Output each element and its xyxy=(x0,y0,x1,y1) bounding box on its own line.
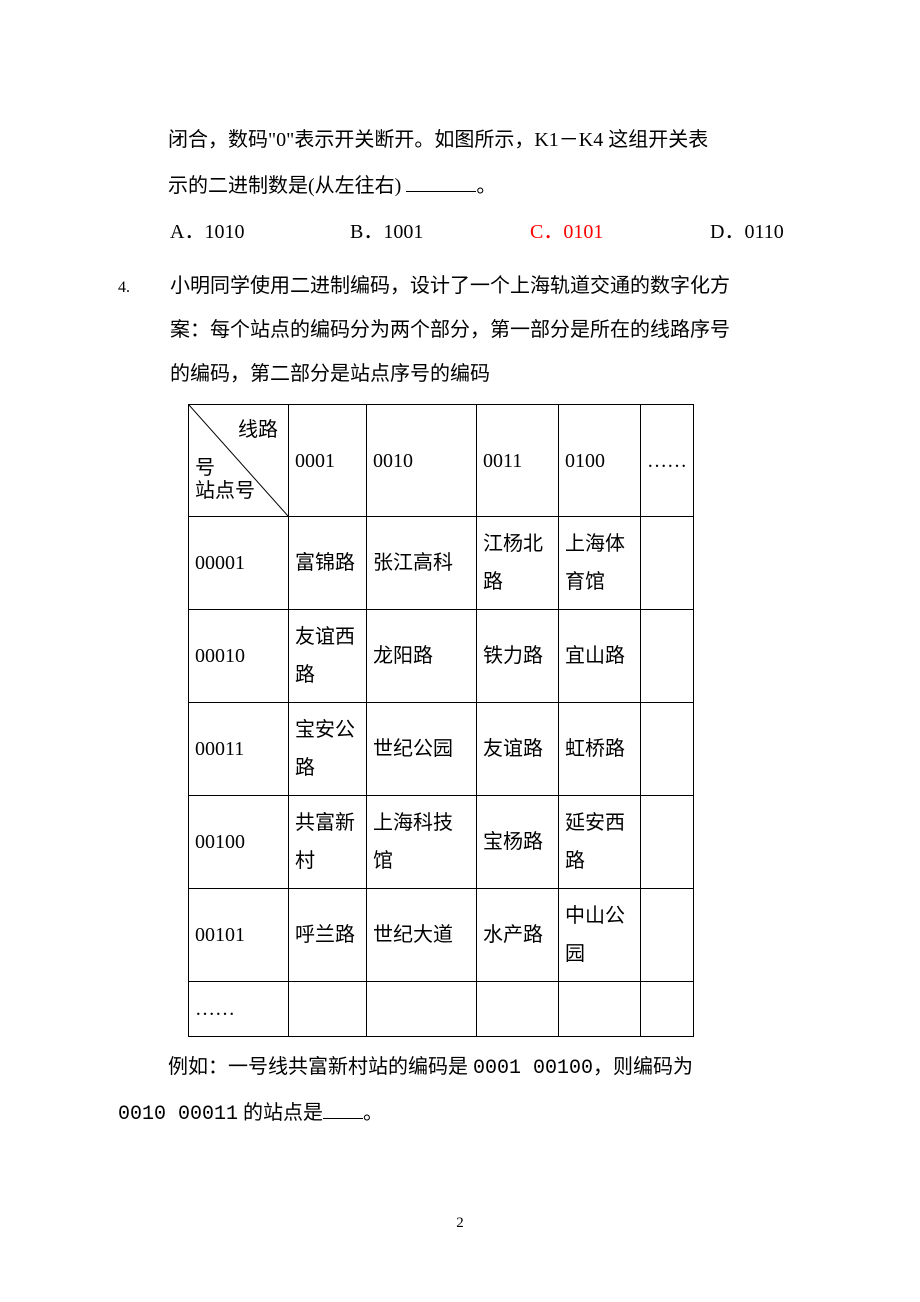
q3-line2-post: 。 xyxy=(476,175,496,197)
cell: 富锦路 xyxy=(289,517,367,610)
example-pre: 例如：一号线共富新村站的编码是 xyxy=(168,1056,473,1078)
cell: 龙阳路 xyxy=(367,610,477,703)
example-post1: ，则编码为 xyxy=(593,1056,693,1078)
cell xyxy=(559,982,641,1037)
row-head: 00011 xyxy=(189,703,289,796)
q4-number: 4. xyxy=(118,264,170,305)
cell: 共富新村 xyxy=(289,796,367,889)
cell: 中山公园 xyxy=(559,889,641,982)
q3-line2: 示的二进制数是(从左往右) 。 xyxy=(118,164,802,208)
cell: 宜山路 xyxy=(559,610,641,703)
col-head-4: 0100 xyxy=(559,405,641,517)
cell: 铁力路 xyxy=(477,610,559,703)
row-head: 00010 xyxy=(189,610,289,703)
option-d: D．0110 xyxy=(710,210,802,254)
example-blank xyxy=(323,1099,363,1119)
col-head-3: 0011 xyxy=(477,405,559,517)
cell xyxy=(641,982,694,1037)
page-number: 2 xyxy=(0,1215,920,1232)
option-a: A．1010 xyxy=(170,210,350,254)
diagonal-header: 线路 号 站点号 xyxy=(189,405,289,517)
cell xyxy=(641,517,694,610)
q3-options: A．1010 B．1001 C．0101 D．0110 xyxy=(118,210,802,254)
q3-line2-pre: 示的二进制数是(从左往右) xyxy=(168,175,406,197)
cell: 上海科技馆 xyxy=(367,796,477,889)
example-post2: 。 xyxy=(363,1102,383,1124)
option-b: B．1001 xyxy=(350,210,530,254)
q4-line3: 的编码，第二部分是站点序号的编码 xyxy=(170,352,802,396)
col-head-5: …… xyxy=(641,405,694,517)
cell: 水产路 xyxy=(477,889,559,982)
diag-bot-label: 站点号 xyxy=(195,472,255,510)
cell xyxy=(641,796,694,889)
diag-top-label: 线路 xyxy=(238,411,278,449)
row-head: …… xyxy=(189,982,289,1037)
cell xyxy=(641,610,694,703)
cell: 友谊西路 xyxy=(289,610,367,703)
cell: 张江高科 xyxy=(367,517,477,610)
cell: 延安西路 xyxy=(559,796,641,889)
cell xyxy=(477,982,559,1037)
cell xyxy=(367,982,477,1037)
table-row: 00010 友谊西路 龙阳路 铁力路 宜山路 xyxy=(189,610,694,703)
q4-line1: 小明同学使用二进制编码，设计了一个上海轨道交通的数字化方 xyxy=(170,264,802,308)
row-head: 00100 xyxy=(189,796,289,889)
table-row: 00101 呼兰路 世纪大道 水产路 中山公园 xyxy=(189,889,694,982)
col-head-2: 0010 xyxy=(367,405,477,517)
cell: 虹桥路 xyxy=(559,703,641,796)
cell: 江杨北路 xyxy=(477,517,559,610)
cell: 宝杨路 xyxy=(477,796,559,889)
col-head-1: 0001 xyxy=(289,405,367,517)
cell xyxy=(289,982,367,1037)
cell xyxy=(641,703,694,796)
example-mid: 的站点是 xyxy=(238,1102,323,1124)
cell: 呼兰路 xyxy=(289,889,367,982)
example-line2: 0010 00011 的站点是 。 xyxy=(118,1091,802,1137)
table-row: 00011 宝安公路 世纪公园 友谊路 虹桥路 xyxy=(189,703,694,796)
example-code2: 0010 00011 xyxy=(118,1103,238,1126)
cell: 上海体育馆 xyxy=(559,517,641,610)
station-table: 线路 号 站点号 0001 0010 0011 0100 …… 00001 富锦… xyxy=(188,404,694,1037)
cell: 宝安公路 xyxy=(289,703,367,796)
q3-blank xyxy=(406,172,476,192)
table-row: 00100 共富新村 上海科技馆 宝杨路 延安西路 xyxy=(189,796,694,889)
table-row: 00001 富锦路 张江高科 江杨北路 上海体育馆 xyxy=(189,517,694,610)
document-content: 闭合，数码"0"表示开关断开。如图所示，K1－K4 这组开关表 示的二进制数是(… xyxy=(118,118,802,1137)
cell xyxy=(641,889,694,982)
cell: 世纪公园 xyxy=(367,703,477,796)
table-header-row: 线路 号 站点号 0001 0010 0011 0100 …… xyxy=(189,405,694,517)
q4-text: 小明同学使用二进制编码，设计了一个上海轨道交通的数字化方 案：每个站点的编码分为… xyxy=(170,264,802,396)
cell: 世纪大道 xyxy=(367,889,477,982)
example-code1: 0001 00100 xyxy=(473,1057,593,1080)
q3-line1: 闭合，数码"0"表示开关断开。如图所示，K1－K4 这组开关表 xyxy=(118,118,802,162)
row-head: 00101 xyxy=(189,889,289,982)
option-c: C．0101 xyxy=(530,210,710,254)
q4: 4. 小明同学使用二进制编码，设计了一个上海轨道交通的数字化方 案：每个站点的编… xyxy=(118,264,802,396)
cell: 友谊路 xyxy=(477,703,559,796)
example-line1: 例如：一号线共富新村站的编码是 0001 00100，则编码为 xyxy=(118,1045,802,1091)
table-row: …… xyxy=(189,982,694,1037)
q4-line2: 案：每个站点的编码分为两个部分，第一部分是所在的线路序号 xyxy=(170,308,802,352)
row-head: 00001 xyxy=(189,517,289,610)
